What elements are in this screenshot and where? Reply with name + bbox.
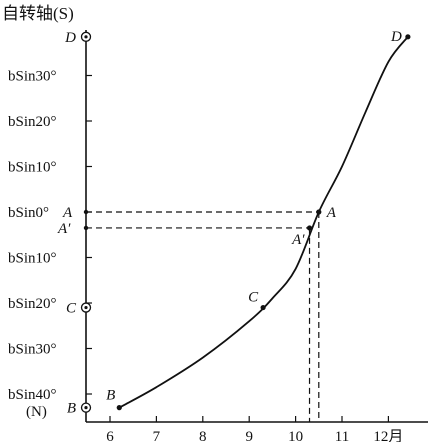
axis-marker-label: C (66, 301, 77, 317)
axis-marker-label: A (62, 205, 73, 221)
axis-marker-label: B (67, 401, 76, 417)
south-label: (N) (26, 404, 47, 420)
orbit-curve (118, 36, 409, 409)
axis-marker-label: A′ (57, 221, 71, 237)
axis-marker-dot (83, 225, 89, 231)
x-tick-label: 6 (106, 429, 114, 442)
y-tick-label: bSin40° (8, 387, 57, 403)
point-B (116, 405, 122, 411)
axis-marker-dot (84, 406, 88, 410)
y-tick-label: bSin20° (8, 114, 57, 130)
x-tick-label: 7 (153, 429, 161, 442)
y-tick-label: bSin10° (8, 251, 57, 267)
point-label: A′ (291, 232, 305, 248)
y-tick-label: bSin0° (8, 205, 49, 221)
point-A (316, 209, 322, 215)
x-tick-label: 12月 (373, 429, 403, 442)
axis-marker-dot (84, 305, 88, 310)
point-label: B (106, 388, 115, 404)
y-tick-label: bSin30° (8, 69, 57, 85)
point-label: C (248, 290, 259, 306)
x-tick-label: 8 (199, 429, 207, 442)
point-D (405, 34, 411, 40)
point-label: A (326, 205, 337, 221)
point-Aprime (306, 225, 313, 231)
y-tick-label: bSin10° (8, 160, 57, 176)
axis-marker-dot (83, 209, 89, 215)
y-tick-label: bSin30° (8, 342, 57, 358)
point-label: D (390, 29, 402, 45)
x-tick-label: 9 (245, 429, 253, 442)
axis-marker-label: D (64, 30, 76, 46)
point-C (260, 304, 266, 311)
y-tick-label: bSin20° (8, 296, 57, 312)
axis-marker-dot (84, 35, 88, 39)
chart-title: 自转轴(S) (2, 4, 74, 23)
x-tick-label: 11 (335, 429, 349, 442)
x-tick-label: 10 (288, 429, 303, 442)
